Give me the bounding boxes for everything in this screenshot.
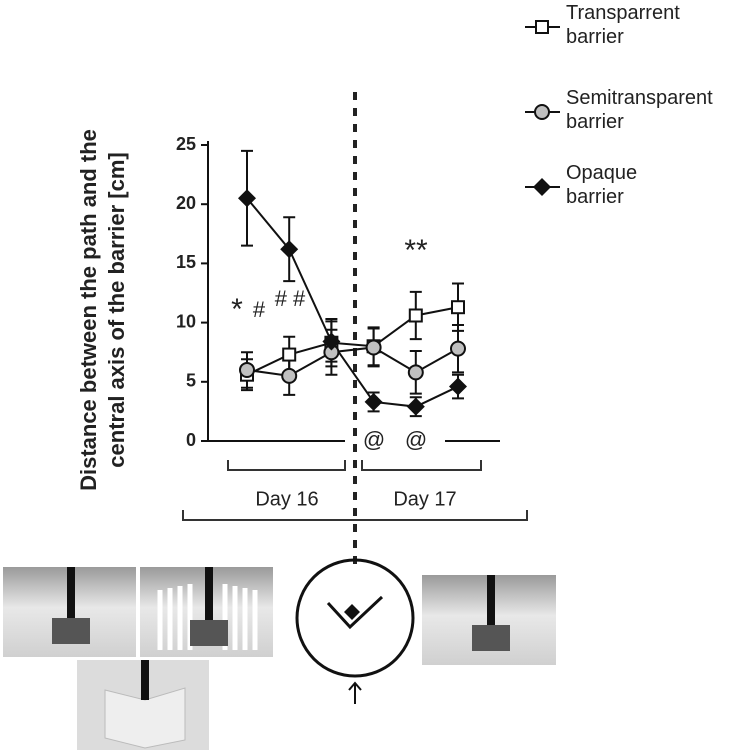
marker [535,20,549,34]
arena [295,558,415,678]
marker [533,178,551,196]
y-tick-label: 0 [186,430,196,450]
group-label: Day 16 [255,488,318,510]
y-tick-label: 25 [176,134,196,154]
marker [282,347,297,362]
group-label: Day 17 [393,488,456,510]
photo-detail [157,584,258,650]
photo-detail [141,660,149,700]
y-tick-label: 5 [186,371,196,391]
photo-detail [472,625,510,651]
legend-label: Semitransparent barrier [566,87,713,133]
annotation: @ [363,427,385,452]
marker [239,361,255,378]
photo-detail [52,618,90,644]
barrier-icon [326,595,384,630]
marker [365,339,382,356]
y-tick-label: 15 [176,252,196,272]
y-label: Distance between the path and the centra… [76,129,129,491]
photo-detail [205,567,213,622]
marker [534,104,550,120]
legend-label: Opaque barrier [566,162,638,208]
marker [364,392,383,411]
goal-icon [344,604,360,620]
bracket [182,510,528,521]
annotation: # # [275,286,306,311]
marker [322,332,341,351]
photo-detail [487,575,495,630]
marker [280,240,299,259]
annotation: * [231,293,243,326]
annotation: # [253,297,266,322]
marker [449,377,467,396]
y-tick-label: 10 [176,311,196,331]
marker [407,364,424,381]
photo-detail [190,620,228,646]
start-arrow [348,681,362,704]
marker [450,340,466,357]
annotation: @ [405,427,427,452]
bracket [227,460,346,471]
y-label-line: central axis of the barrier [cm] [104,152,129,467]
marker [451,300,465,315]
series-line [246,197,459,408]
series-line [246,306,459,376]
marker [406,397,425,416]
marker [281,367,298,384]
marker [408,308,423,323]
photo-detail [67,567,75,622]
marker [238,189,256,208]
bracket [361,460,482,471]
y-label-line: Distance between the path and the [76,129,101,491]
legend-label: Transparrent barrier [566,2,680,48]
annotation: ** [404,234,428,267]
y-tick-label: 20 [176,193,196,213]
